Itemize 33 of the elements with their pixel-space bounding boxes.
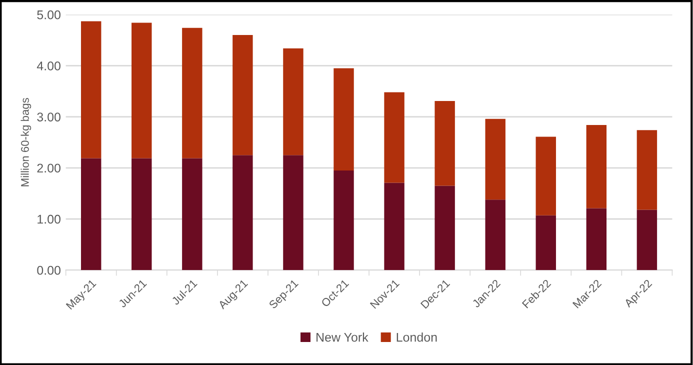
legend-label: London [396, 332, 437, 342]
bar [485, 200, 506, 270]
y-tick-label: 4.00 [36, 62, 60, 70]
bar [586, 124, 607, 208]
bar [636, 130, 658, 210]
bar [132, 22, 152, 158]
bar [232, 155, 253, 270]
bar [132, 158, 152, 270]
bar [434, 100, 455, 186]
y-tick-label: 2.00 [37, 164, 60, 173]
bar [182, 158, 202, 270]
bar [80, 21, 102, 158]
bar [283, 48, 304, 156]
y-tick-label: 3.00 [37, 112, 60, 122]
bar [536, 136, 556, 216]
bar [80, 158, 102, 270]
bar [283, 155, 304, 270]
bar [334, 68, 354, 170]
y-axis-title: Million 60-kg bags [20, 98, 32, 186]
legend-label: New York [316, 332, 368, 342]
bar [384, 92, 404, 183]
bar [434, 186, 455, 270]
y-tick-label: 0.00 [37, 266, 60, 275]
bar [536, 215, 556, 270]
bar [182, 28, 202, 158]
bar [384, 182, 404, 270]
bar [636, 210, 658, 270]
bar [334, 170, 354, 270]
y-tick-label: 1.00 [38, 214, 60, 224]
bar [586, 208, 607, 270]
bar [485, 118, 506, 200]
y-tick-label: 5.00 [37, 10, 60, 20]
bar [232, 35, 253, 156]
